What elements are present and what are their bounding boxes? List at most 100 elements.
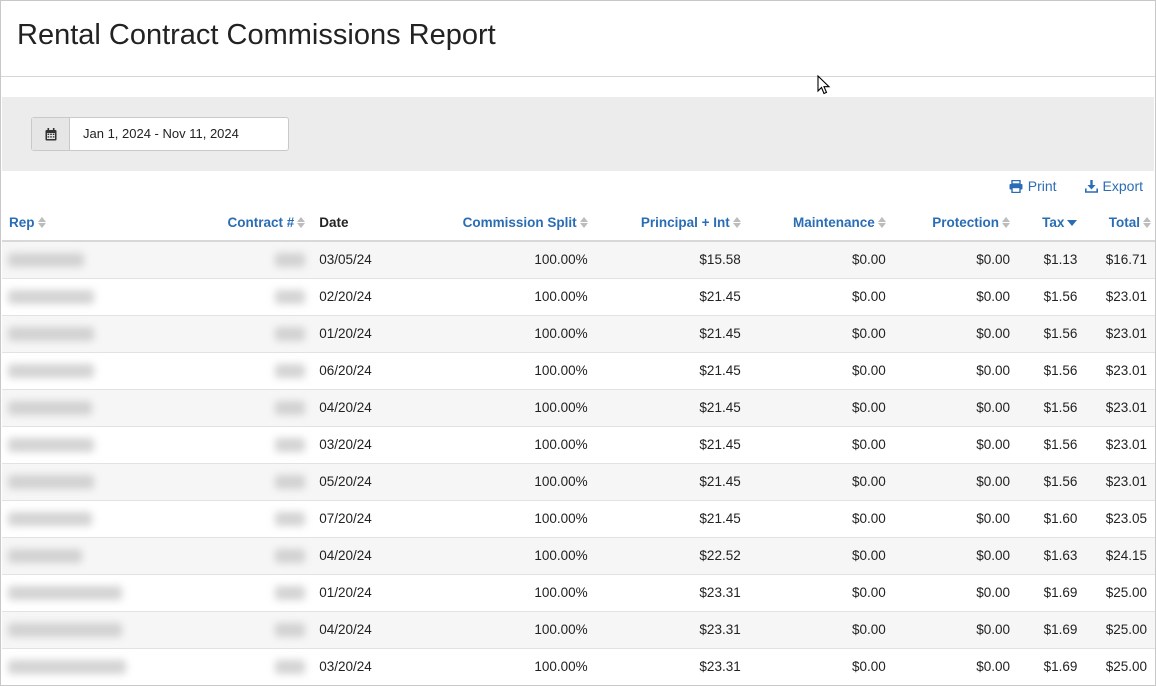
report-actions: Print Export xyxy=(1009,178,1143,194)
cell-maintenance: $0.00 xyxy=(740,315,886,353)
cell-rep xyxy=(2,352,126,390)
cell-total: $23.01 xyxy=(1077,389,1155,427)
cell-commission-split: 100.00% xyxy=(416,352,588,390)
col-header-principal-int[interactable]: Principal + Int xyxy=(587,204,741,242)
print-button[interactable]: Print xyxy=(1009,178,1057,194)
col-header-maintenance[interactable]: Maintenance xyxy=(740,204,886,242)
table-row[interactable]: 04/20/24 100.00% $22.52 $0.00 $0.00 $1.63 $24.… xyxy=(2,537,1155,575)
redacted-rep-name xyxy=(8,512,92,527)
table-row[interactable]: 03/20/24 100.00% $21.45 $0.00 $0.00 $1.56 $23.… xyxy=(2,426,1155,464)
cell-tax: $1.56 xyxy=(1010,352,1078,390)
redacted-rep-name xyxy=(8,327,94,342)
cell-contract xyxy=(126,315,308,353)
cell-protection: $0.00 xyxy=(885,537,1010,575)
cell-principal-int: $23.31 xyxy=(587,648,741,685)
table-row[interactable]: 03/05/24 100.00% $15.58 $0.00 $0.00 $1.13 $16.… xyxy=(2,241,1155,279)
calendar-button[interactable] xyxy=(32,118,70,150)
cell-contract xyxy=(126,574,308,612)
cell-rep xyxy=(2,648,126,685)
redacted-contract-number xyxy=(275,623,306,638)
cell-protection: $0.00 xyxy=(885,241,1010,279)
redacted-rep-name xyxy=(8,290,94,305)
cell-protection: $0.00 xyxy=(885,315,1010,353)
table-row[interactable]: 04/20/24 100.00% $21.45 $0.00 $0.00 $1.56 $23.… xyxy=(2,389,1155,427)
table-row[interactable]: 05/20/24 100.00% $21.45 $0.00 $0.00 $1.56 $23.… xyxy=(2,463,1155,501)
cell-maintenance: $0.00 xyxy=(740,278,886,316)
table-row[interactable]: 01/20/24 100.00% $21.45 $0.00 $0.00 $1.56 $23.… xyxy=(2,315,1155,353)
cell-protection: $0.00 xyxy=(885,352,1010,390)
table-row[interactable]: 04/20/24 100.00% $23.31 $0.00 $0.00 $1.69 $25.… xyxy=(2,611,1155,649)
cell-tax: $1.56 xyxy=(1010,278,1078,316)
cell-contract xyxy=(126,426,308,464)
cell-contract xyxy=(126,500,308,538)
cell-contract xyxy=(126,352,308,390)
sort-icon xyxy=(877,217,886,229)
cell-principal-int: $21.45 xyxy=(587,426,741,464)
table-row[interactable]: 01/20/24 100.00% $23.31 $0.00 $0.00 $1.69 $25.… xyxy=(2,574,1155,612)
col-header-protection[interactable]: Protection xyxy=(885,204,1010,242)
cell-contract xyxy=(126,278,308,316)
date-range-picker[interactable]: Jan 1, 2024 - Nov 11, 2024 xyxy=(31,117,289,151)
print-label[interactable]: Print xyxy=(1027,178,1057,194)
commissions-table: Rep Contract # Date Commission Split Pri… xyxy=(2,204,1155,685)
cell-tax: $1.56 xyxy=(1010,315,1078,353)
table-row[interactable]: 03/20/24 100.00% $23.31 $0.00 $0.00 $1.69 $25.… xyxy=(2,648,1155,685)
col-header-total[interactable]: Total xyxy=(1077,204,1155,242)
redacted-contract-number xyxy=(275,660,306,675)
sort-icon xyxy=(297,217,306,229)
cell-total: $23.01 xyxy=(1077,315,1155,353)
cell-tax: $1.60 xyxy=(1010,500,1078,538)
redacted-rep-name xyxy=(8,660,126,675)
cell-rep xyxy=(2,574,126,612)
sort-icon xyxy=(732,217,741,229)
table-row[interactable]: 06/20/24 100.00% $21.45 $0.00 $0.00 $1.56 $23.… xyxy=(2,352,1155,390)
cell-maintenance: $0.00 xyxy=(740,611,886,649)
col-header-commission-split[interactable]: Commission Split xyxy=(416,204,588,242)
redacted-contract-number xyxy=(275,549,306,564)
cell-tax: $1.56 xyxy=(1010,426,1078,464)
cell-date: 04/20/24 xyxy=(307,389,417,427)
redacted-rep-name xyxy=(8,401,92,416)
cell-date: 03/20/24 xyxy=(307,648,417,685)
cell-maintenance: $0.00 xyxy=(740,389,886,427)
cell-tax: $1.56 xyxy=(1010,389,1078,427)
redacted-contract-number xyxy=(275,475,306,490)
cell-rep xyxy=(2,500,126,538)
redacted-rep-name xyxy=(8,475,94,490)
export-button[interactable]: Export xyxy=(1084,178,1143,194)
table-row[interactable]: 02/20/24 100.00% $21.45 $0.00 $0.00 $1.56 $23.… xyxy=(2,278,1155,316)
redacted-rep-name xyxy=(8,623,122,638)
redacted-contract-number xyxy=(275,253,306,268)
cell-rep xyxy=(2,611,126,649)
col-header-rep[interactable]: Rep xyxy=(2,204,126,242)
page-title: Rental Contract Commissions Report xyxy=(17,19,496,51)
cell-principal-int: $23.31 xyxy=(587,611,741,649)
cell-date: 03/05/24 xyxy=(307,241,417,279)
col-header-contract[interactable]: Contract # xyxy=(126,204,308,242)
export-label[interactable]: Export xyxy=(1102,178,1143,194)
cell-total: $25.00 xyxy=(1077,648,1155,685)
filter-bar: Jan 1, 2024 - Nov 11, 2024 xyxy=(2,97,1154,171)
cell-principal-int: $23.31 xyxy=(587,574,741,612)
cell-tax: $1.69 xyxy=(1010,648,1078,685)
redacted-contract-number xyxy=(275,586,306,601)
cell-principal-int: $15.58 xyxy=(587,241,741,279)
cell-rep xyxy=(2,463,126,501)
cell-protection: $0.00 xyxy=(885,426,1010,464)
date-range-value[interactable]: Jan 1, 2024 - Nov 11, 2024 xyxy=(83,126,239,141)
cell-total: $23.01 xyxy=(1077,463,1155,501)
cell-protection: $0.00 xyxy=(885,278,1010,316)
page-header: Rental Contract Commissions Report xyxy=(1,1,1155,77)
cell-maintenance: $0.00 xyxy=(740,352,886,390)
cell-contract xyxy=(126,241,308,279)
redacted-rep-name xyxy=(8,586,122,601)
cell-commission-split: 100.00% xyxy=(416,648,588,685)
cell-tax: $1.63 xyxy=(1010,537,1078,575)
redacted-rep-name xyxy=(8,253,84,268)
table-row[interactable]: 07/20/24 100.00% $21.45 $0.00 $0.00 $1.60 $23.… xyxy=(2,500,1155,538)
redacted-rep-name xyxy=(8,364,94,379)
cell-date: 06/20/24 xyxy=(307,352,417,390)
col-header-tax[interactable]: Tax xyxy=(1010,204,1078,242)
cell-rep xyxy=(2,315,126,353)
